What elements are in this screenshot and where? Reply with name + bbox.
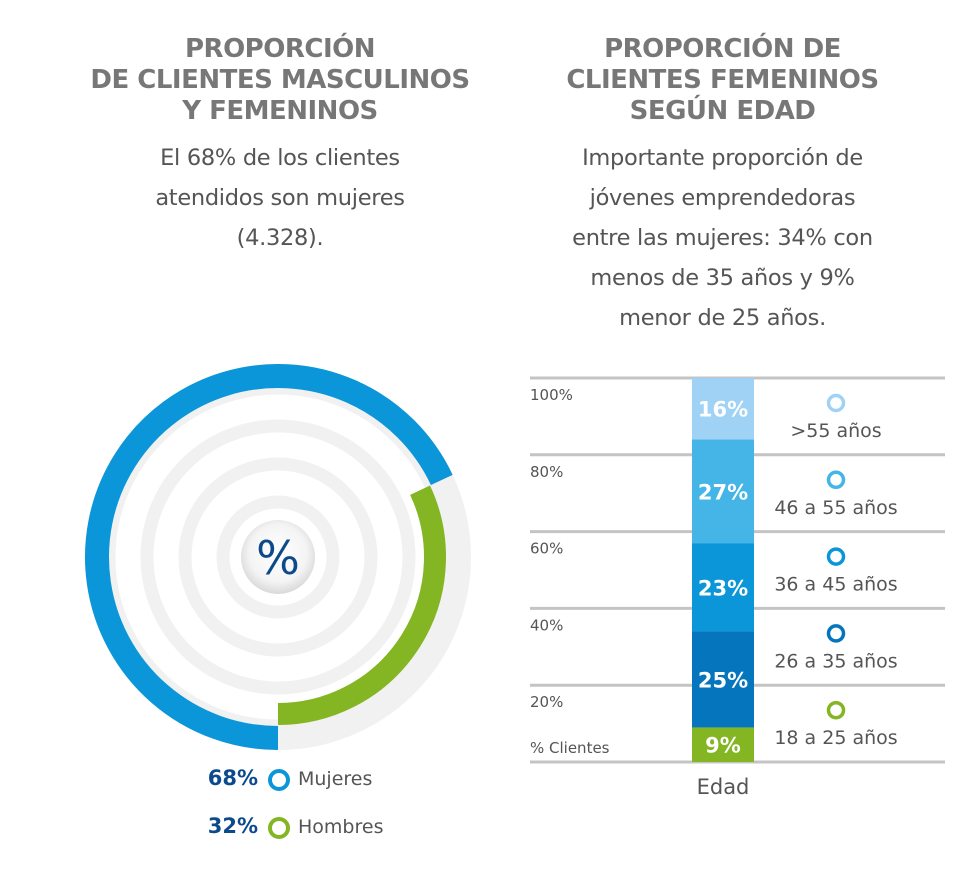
legend-label: 46 a 55 años [774, 497, 897, 519]
legend-label: >55 años [790, 420, 881, 442]
bar-subtitle: Importante proporción de jóvenes emprend… [505, 138, 940, 338]
legend-label: 36 a 45 años [774, 574, 897, 596]
bar-data-label: 23% [698, 576, 748, 600]
y-tick-label: 60% [530, 540, 563, 558]
y-tick-label: 80% [530, 463, 563, 481]
bar-subtitle-line: menor de 25 años. [619, 305, 826, 331]
bar-segment [692, 543, 754, 632]
bar-data-label: 25% [698, 668, 748, 692]
donut-chart: % [85, 364, 471, 750]
y-tick-label: 20% [530, 693, 563, 711]
donut-title-line: DE CLIENTES MASCULINOS [90, 65, 470, 95]
legend-label: 18 a 25 años [774, 727, 897, 749]
legend-ring-icon [826, 624, 846, 643]
stacked-bar-chart: 20% 40% 60% 80% 100% % Clientes Edad 9% 25% 23% 27… [530, 376, 945, 799]
bar-subtitle-line: jóvenes emprendedoras [589, 185, 856, 211]
bar-subtitle-line: menos de 35 años y 9% [590, 265, 855, 291]
bar-data-label: 9% [705, 734, 741, 758]
legend-value-hombres: 32% [207, 814, 258, 838]
donut-title-line: Y FEMENINOS [182, 96, 378, 126]
donut-slice-mujeres [85, 364, 453, 750]
bar-title: PROPORCIÓN DE CLIENTES FEMENINOS SEGÚN E… [505, 34, 940, 127]
legend-ring-icon [268, 817, 290, 839]
legend-ring-icon [826, 700, 846, 720]
y-axis-label: % Clientes [530, 739, 610, 757]
legend-ring-icon [826, 547, 846, 566]
donut-title-line: PROPORCIÓN [185, 34, 375, 64]
donut-subtitle-line: (4.328). [236, 225, 324, 251]
donut-subtitle-line: atendidos son mujeres [155, 185, 405, 211]
bar-data-label: 16% [698, 398, 748, 422]
donut-subtitle-line: El 68% de los clientes [160, 145, 400, 171]
decorative-ring [140, 419, 416, 695]
decorative-ring [216, 495, 340, 619]
y-tick-label: 40% [530, 616, 563, 634]
donut-title: PROPORCIÓN DE CLIENTES MASCULINOS Y FEME… [60, 34, 500, 127]
x-axis-label: Edad [697, 775, 750, 799]
bar-title-line: SEGÚN EDAD [629, 96, 816, 126]
donut-subtitle: El 68% de los clientes atendidos son muj… [60, 138, 500, 258]
donut-center [241, 520, 315, 594]
bar-segment [692, 727, 754, 762]
legend-ring-icon [268, 769, 290, 791]
donut-slice-hombres [277, 485, 446, 725]
bar-segment [692, 439, 754, 544]
bar-segment [692, 631, 754, 728]
percent-icon: % [256, 531, 300, 585]
decorative-ring [178, 457, 378, 657]
legend-label-hombres: Hombres [298, 816, 384, 838]
bar-subtitle-line: entre las mujeres: 34% con [572, 225, 873, 251]
bar-data-label: 27% [698, 480, 748, 504]
legend-ring-icon [826, 393, 846, 413]
legend-label: 26 a 35 años [774, 650, 897, 672]
y-tick-label: 100% [530, 386, 573, 404]
bar-segment [692, 378, 754, 440]
bar-title-line: PROPORCIÓN DE [604, 34, 841, 64]
legend-label-mujeres: Mujeres [298, 768, 373, 790]
bar-subtitle-line: Importante proporción de [582, 145, 863, 171]
legend-ring-icon [826, 470, 846, 490]
bar-title-line: CLIENTES FEMENINOS [566, 65, 879, 95]
legend-value-mujeres: 68% [207, 766, 258, 790]
